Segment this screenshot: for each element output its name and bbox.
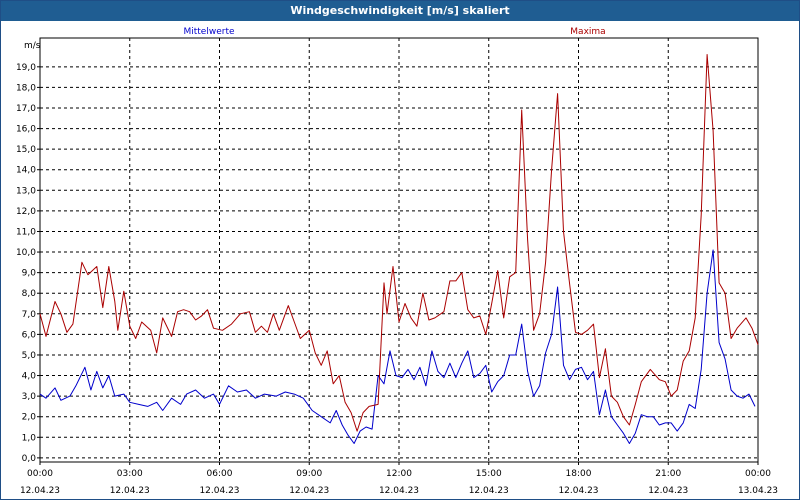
series-line-mittelwerte (39, 249, 756, 444)
series-group (39, 54, 759, 444)
y-tick-label: 14,0 (16, 166, 36, 176)
y-tick-label: 3,0 (22, 392, 37, 402)
y-tick-label: 0,0 (22, 454, 37, 464)
x-tick-time: 03:00 (117, 469, 143, 479)
x-axis: 00:00 12.04.23 03:00 12.04.23 06:00 12.04.23 0… (20, 462, 778, 496)
y-tick-label: 9,0 (22, 269, 37, 279)
y-tick-label: 15,0 (16, 145, 36, 155)
y-tick-label: 7,0 (22, 310, 37, 320)
x-tick-time: 21:00 (655, 469, 681, 479)
x-tick-date: 12.04.23 (20, 486, 60, 496)
y-tick-label: 18,0 (16, 83, 36, 93)
grid (40, 38, 758, 462)
x-tick-time: 09:00 (296, 469, 322, 479)
x-tick-date: 12.04.23 (379, 486, 419, 496)
y-tick-label: 11,0 (16, 227, 36, 237)
y-tick-label: 19,0 (16, 63, 36, 73)
y-tick-label: 2,0 (22, 413, 37, 423)
y-tick-label: 10,0 (16, 248, 36, 258)
y-tick-label: 4,0 (22, 372, 37, 382)
y-tick-label: 1,0 (22, 433, 37, 443)
y-tick-label: 6,0 (22, 330, 37, 340)
x-tick-time: 00:00 (745, 469, 771, 479)
x-tick-date: 12.04.23 (648, 486, 688, 496)
x-tick-time: 12:00 (386, 469, 412, 479)
x-tick-date: 12.04.23 (558, 486, 598, 496)
y-tick-label: 13,0 (16, 186, 36, 196)
legend-maxima: Maxima (570, 27, 605, 37)
series-line-maxima (39, 54, 759, 432)
x-tick-date: 12.04.23 (199, 486, 239, 496)
x-tick-time: 15:00 (476, 469, 502, 479)
y-tick-label: 16,0 (16, 125, 36, 135)
y-tick-label: 12,0 (16, 207, 36, 217)
y-tick-label: 5,0 (22, 351, 37, 361)
x-tick-date: 12.04.23 (289, 486, 329, 496)
x-tick-date: 13.04.23 (738, 486, 778, 496)
chart-title: Windgeschwindigkeit [m/s] skaliert (1, 1, 799, 21)
x-tick-time: 18:00 (566, 469, 592, 479)
legend-mittelwerte: Mittelwerte (183, 27, 234, 37)
y-axis: 0,0 1,0 2,0 3,0 4,0 5,0 6,0 7,0 8,0 9,0 10,0 11,0 12… (16, 63, 40, 464)
y-tick-label: 8,0 (22, 289, 37, 299)
x-tick-time: 06:00 (207, 469, 233, 479)
y-tick-label: 17,0 (16, 104, 36, 114)
x-tick-date: 12.04.23 (110, 486, 150, 496)
y-axis-unit: m/s (24, 41, 41, 51)
x-tick-date: 12.04.23 (469, 486, 509, 496)
x-tick-time: 00:00 (27, 469, 53, 479)
